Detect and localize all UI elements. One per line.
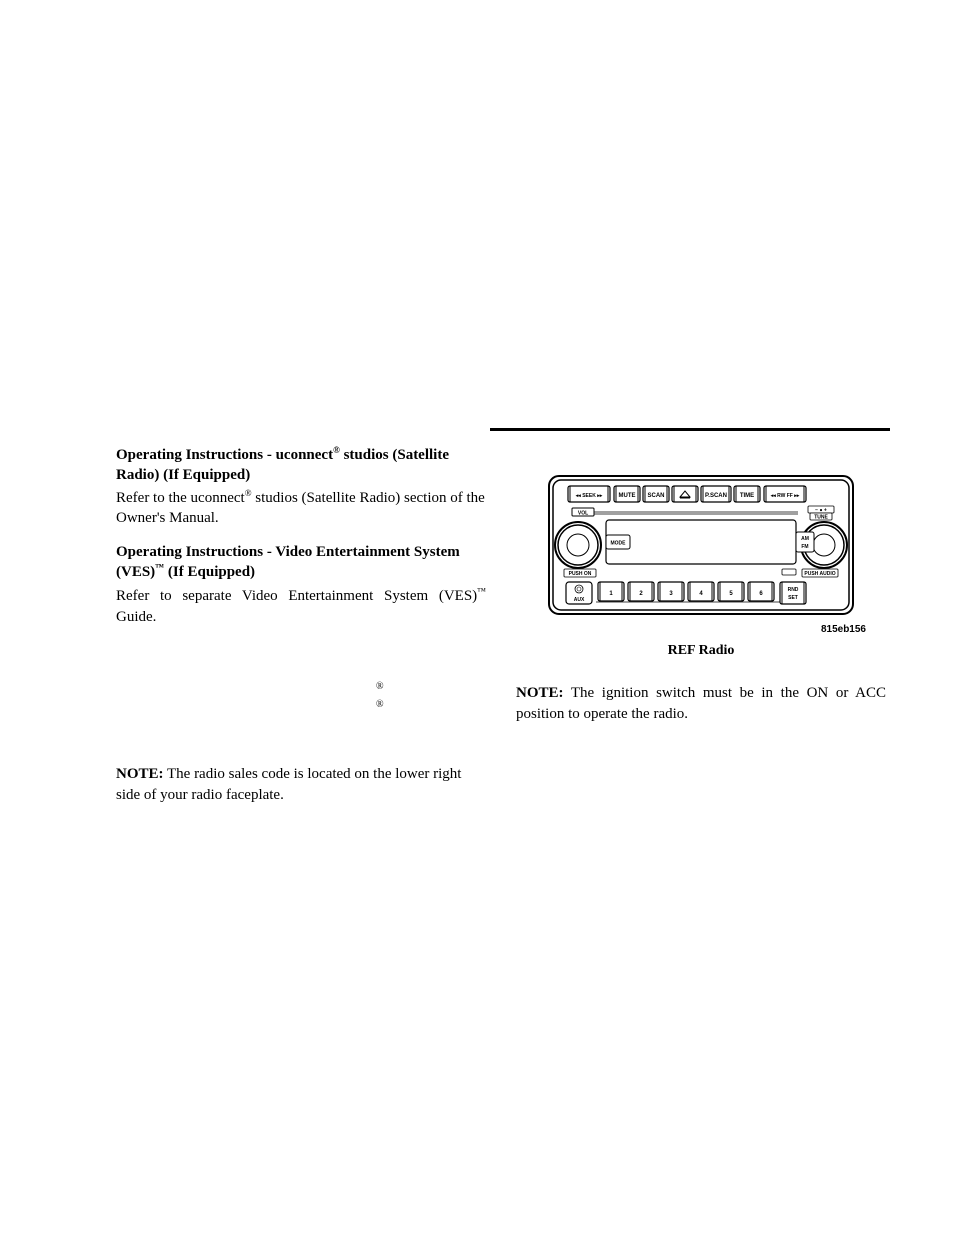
registered-mark: ® [333,445,340,455]
section1-heading-pre: Operating Instructions - uconnect [116,447,333,463]
trademark-mark: ™ [155,562,164,572]
section2-body: Refer to separate Video Entertainment Sy… [116,585,486,628]
vol-label: VOL [578,511,588,517]
mode-button-label: MODE [611,541,627,547]
mute-button-label: MUTE [619,493,636,499]
tune-signs: − ● + [815,508,827,514]
seek-button-label: ◂◂ SEEK ▸▸ [575,493,603,499]
radio-diagram: ◂◂ SEEK ▸▸ MUTE SCAN P.SCAN [546,470,856,620]
set-label: SET [788,595,798,601]
pushaudio-label: PUSH AUDIO [804,571,835,577]
tune-label: TUNE [814,515,828,521]
section1-body-pre: Refer to the uconnect [116,490,245,506]
section1-heading: Operating Instructions - uconnect® studi… [116,445,486,485]
page-content: Operating Instructions - uconnect® studi… [116,445,886,806]
rnd-label: RND [788,587,799,593]
note-label: NOTE: [116,766,164,782]
diagram-code: 815eb156 [516,624,886,635]
trademark-mark: ™ [477,586,486,596]
registered-mark: ® [376,696,486,714]
am-label: AM [801,536,809,542]
note-label: NOTE: [516,685,564,701]
left-column: Operating Instructions - uconnect® studi… [116,445,486,806]
stray-marks: ® ® [376,678,486,714]
section2-body-post: Guide. [116,609,156,625]
section2-heading: Operating Instructions - Video Entertain… [116,543,486,583]
section1-body: Refer to the uconnect® studios (Satellit… [116,487,486,529]
left-note: NOTE: The radio sales code is located on… [116,764,486,806]
scan-button-label: SCAN [647,493,664,499]
registered-mark: ® [245,488,252,498]
right-note: NOTE: The ignition switch must be in the… [516,683,886,725]
pscan-button-label: P.SCAN [705,493,727,499]
rwff-button-label: ◂◂ RW FF ▸▸ [770,493,800,499]
note-text: The radio sales code is located on the l… [116,766,461,803]
pushon-label: PUSH ON [569,571,592,577]
top-button-row: ◂◂ SEEK ▸▸ MUTE SCAN P.SCAN [568,486,806,502]
note-text: The ignition switch must be in the ON or… [516,685,886,722]
time-button-label: TIME [740,493,754,499]
right-column: ◂◂ SEEK ▸▸ MUTE SCAN P.SCAN [516,445,886,806]
fm-label: FM [801,544,808,550]
aux-button-label: AUX [574,597,585,603]
section2-body-pre: Refer to separate Video Entertainment Sy… [116,588,477,604]
header-rule [490,428,890,431]
section2-heading-post: (If Equipped) [164,564,255,580]
diagram-caption: REF Radio [516,643,886,659]
registered-mark: ® [376,678,486,696]
